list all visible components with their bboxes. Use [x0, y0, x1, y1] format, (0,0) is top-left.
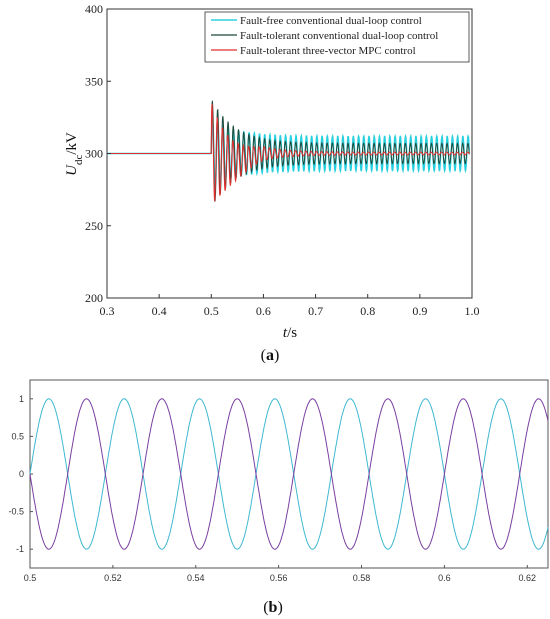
- y-tick-label: 400: [85, 2, 103, 16]
- panel-label-a-letter: a: [266, 347, 274, 364]
- x-axis-label-a: t/s: [283, 325, 297, 341]
- panel-label-a-open: (: [261, 347, 266, 364]
- y-tick-label: -1: [16, 544, 24, 554]
- legend-label-series-2: Fault-tolerant conventional dual-loop co…: [240, 30, 438, 42]
- y-axis-label-unit: /kV: [64, 132, 80, 155]
- x-tick-label: 0.9: [412, 304, 427, 318]
- series-group-b: [29, 398, 549, 550]
- y-tick-label: 250: [85, 219, 103, 233]
- x-tick-label: 0.62: [519, 573, 537, 583]
- legend-a: Fault-free conventional dual-loop contro…: [204, 11, 470, 63]
- x-tick-label: 0.6: [256, 304, 271, 318]
- x-tick-label: 0.5: [24, 573, 37, 583]
- x-ticks-a: 0.3 0.4 0.5 0.6 0.7 0.8 0.9 1.0: [100, 294, 480, 318]
- y-tick-label: 200: [85, 291, 103, 305]
- panel-label-b-open: (: [263, 599, 268, 616]
- y-tick-label: 350: [85, 74, 103, 88]
- legend-label-series-3: Fault-tolerant three-vector MPC control: [240, 45, 416, 57]
- y-tick-label: 0.5: [11, 431, 24, 441]
- y-tick-label: 1: [19, 394, 24, 404]
- chart-a: 0.3 0.4 0.5 0.6 0.7 0.8 0.9 1.0 200 250 300 350 400…: [64, 2, 480, 364]
- series-line-3: [107, 103, 470, 202]
- y-ticks-b: -1 -0.5 0 0.5 1: [8, 394, 33, 554]
- panel-label-b: (b): [263, 599, 283, 616]
- y-tick-label: 300: [85, 147, 103, 161]
- y-axis-label-var: U: [64, 164, 80, 176]
- y-axis-label-a: Udc/kV: [64, 132, 85, 176]
- x-tick-label: 1.0: [465, 304, 480, 318]
- x-tick-label: 0.54: [187, 573, 205, 583]
- y-tick-label: 0: [19, 469, 24, 479]
- x-tick-label: 0.3: [100, 304, 115, 318]
- x-tick-label: 0.8: [360, 304, 375, 318]
- x-tick-label: 0.58: [353, 573, 371, 583]
- x-ticks-b: 0.5 0.52 0.54 0.56 0.58 0.6 0.62: [24, 565, 536, 583]
- series-group-a: [107, 100, 470, 202]
- legend-box: [204, 11, 470, 63]
- x-tick-label: 0.6: [438, 573, 451, 583]
- y-tick-label: -0.5: [8, 507, 24, 517]
- series-line-b-2: [29, 398, 549, 550]
- x-tick-label: 0.5: [204, 304, 219, 318]
- panel-label-a-close: ): [274, 347, 279, 364]
- panel-label-b-letter: b: [269, 599, 278, 616]
- x-tick-label: 0.56: [270, 573, 288, 583]
- x-axis-label-unit: /s: [287, 325, 297, 341]
- x-tick-label: 0.52: [104, 573, 122, 583]
- x-tick-label: 0.7: [308, 304, 323, 318]
- panel-label-a: (a): [261, 347, 280, 364]
- legend-label-series-1: Fault-free conventional dual-loop contro…: [240, 15, 422, 27]
- panel-label-b-close: ): [277, 599, 282, 616]
- x-axis-label-var: t: [283, 325, 288, 341]
- y-axis-label-sub: dc: [73, 155, 85, 166]
- x-tick-label: 0.4: [152, 304, 167, 318]
- y-ticks-a: 200 250 300 350 400: [85, 2, 111, 305]
- series-line-b-1: [29, 398, 549, 550]
- plot-area-b: [29, 379, 549, 569]
- chart-b: 0.5 0.52 0.54 0.56 0.58 0.6 0.62 -1 -0.5 0 0.5 1 (…: [8, 379, 549, 616]
